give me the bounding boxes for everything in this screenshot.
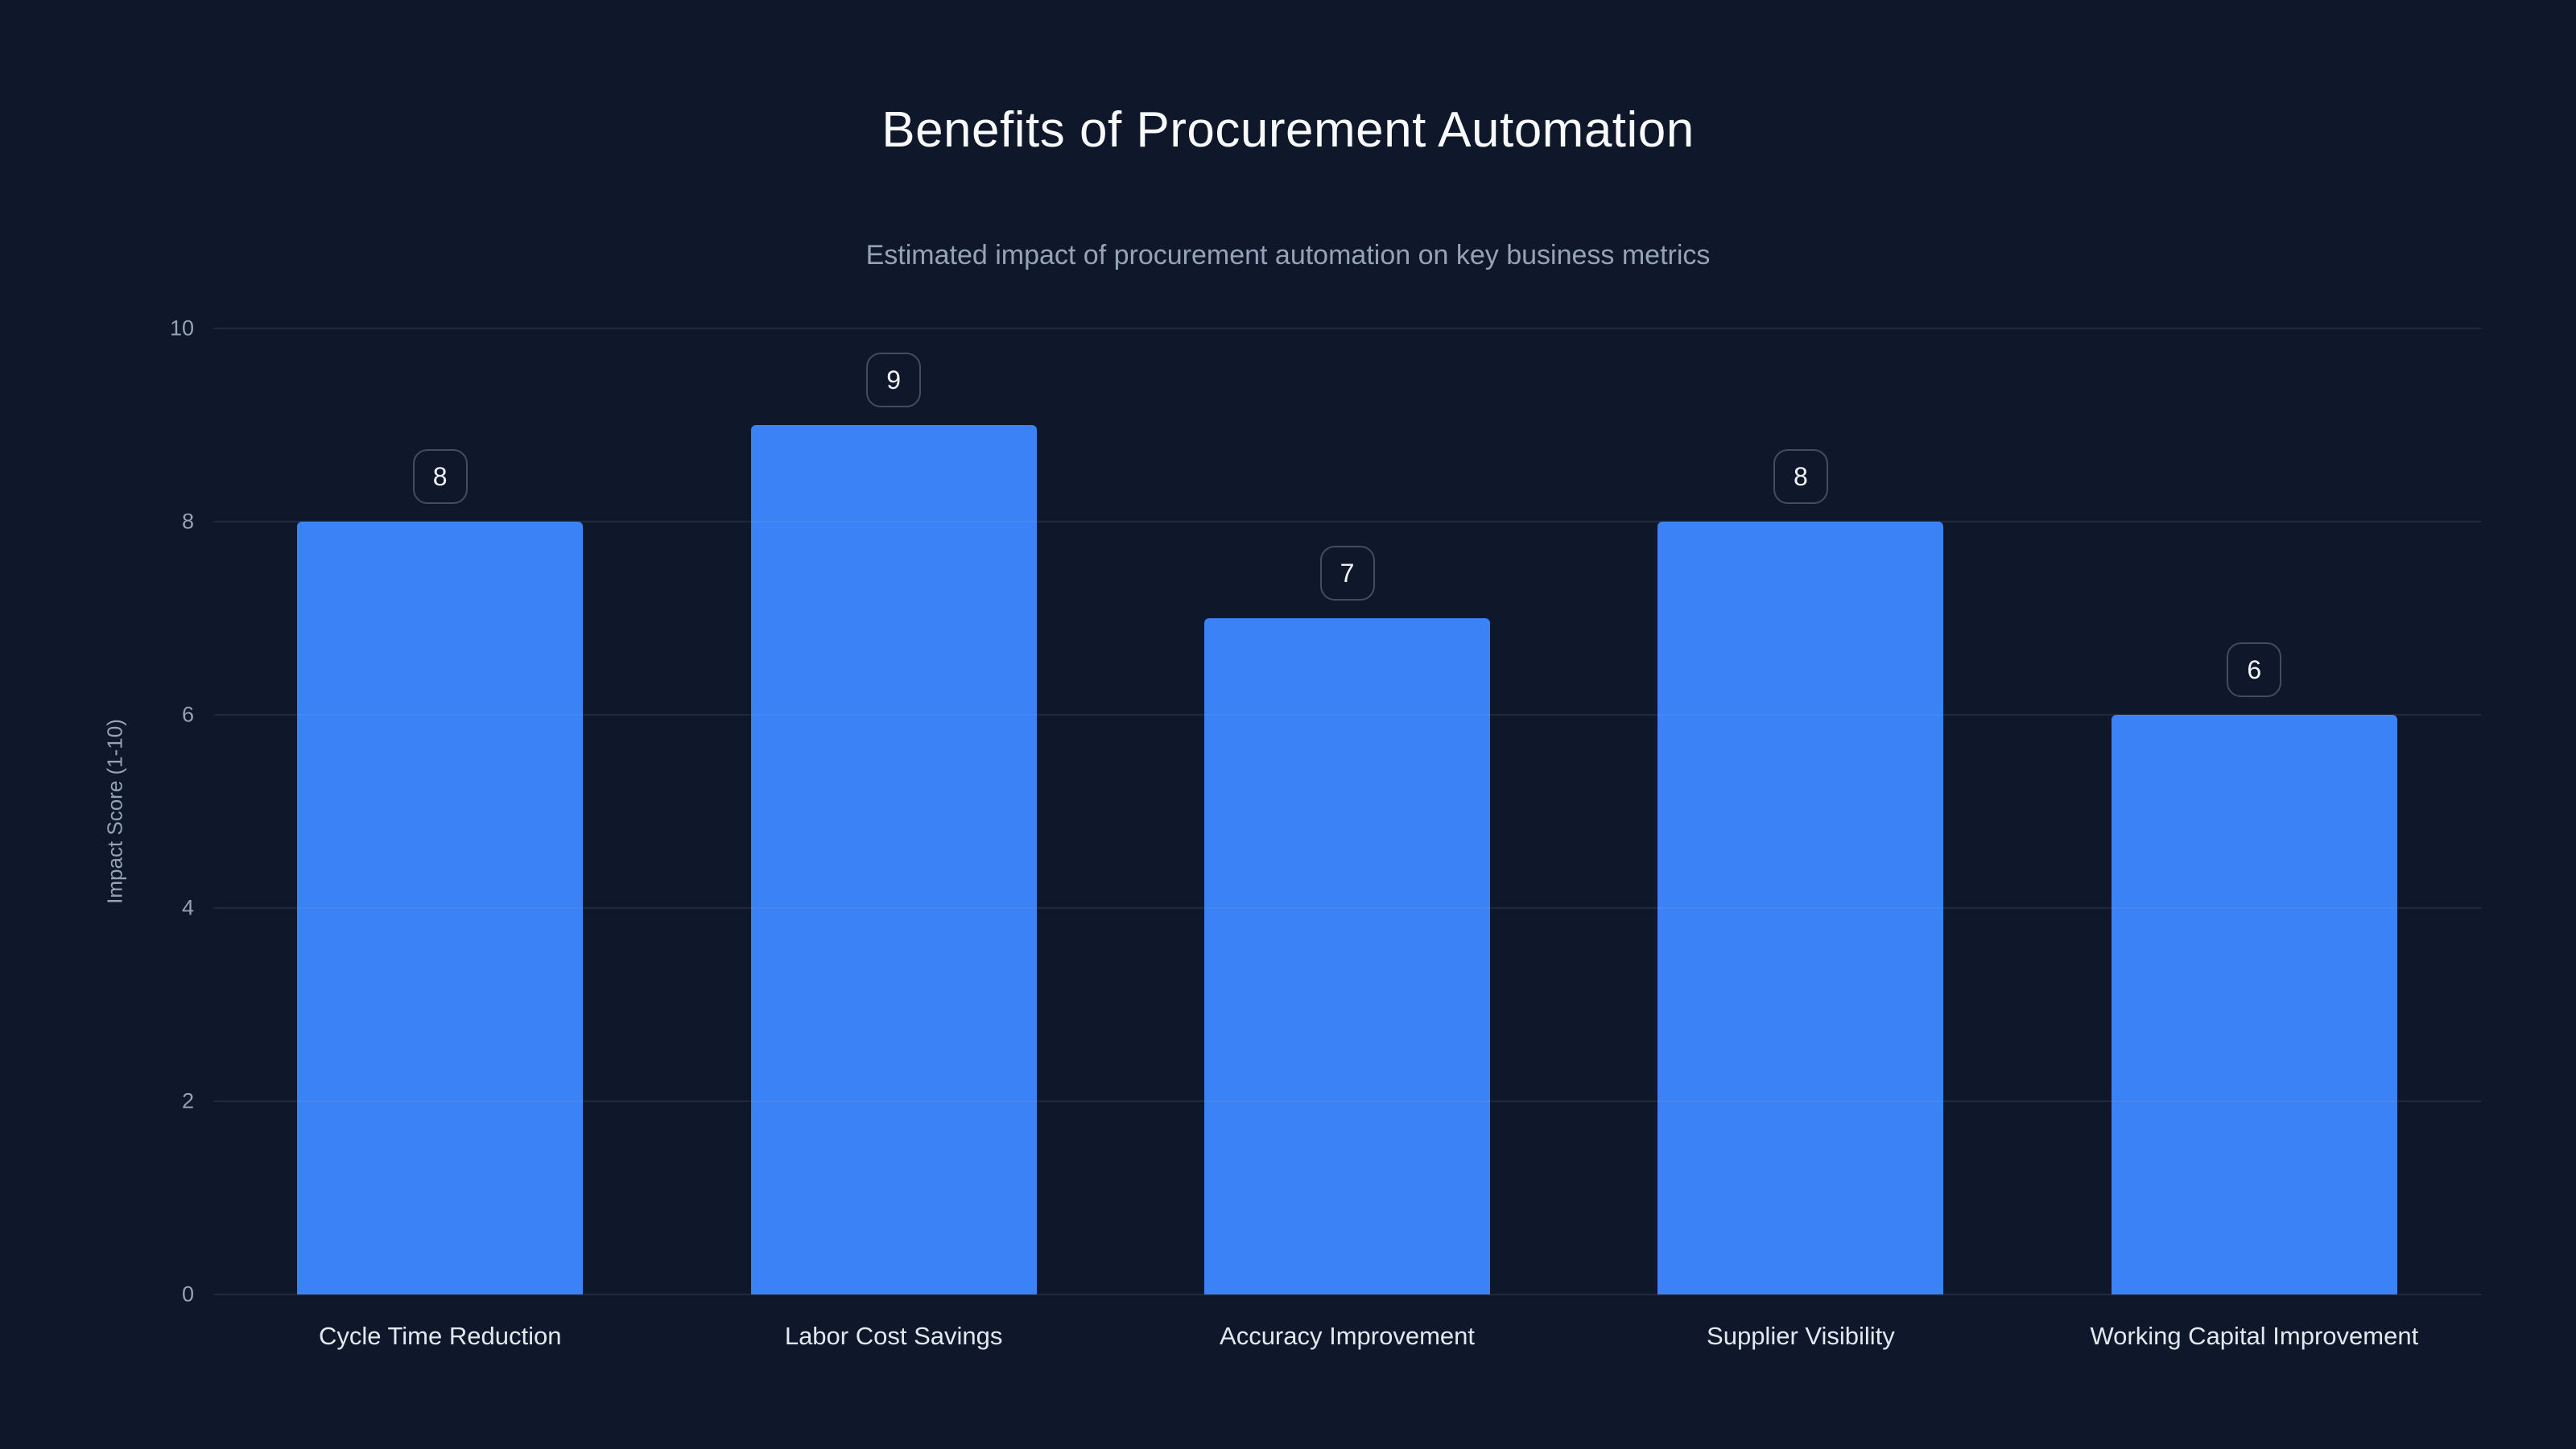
bar <box>1657 522 1944 1294</box>
bar-column: 6 <box>2028 328 2481 1294</box>
bar <box>750 425 1037 1294</box>
plot-area: 8 9 7 8 6 0 2 4 6 8 10 <box>170 316 2481 1307</box>
y-tick-label: 2 <box>181 1088 194 1113</box>
y-tick-label: 4 <box>181 895 194 920</box>
bars-row: 8 9 7 8 6 <box>213 328 2481 1294</box>
bar-column: 9 <box>667 328 1120 1294</box>
y-tick-label: 6 <box>181 702 194 727</box>
gridline <box>213 714 2481 716</box>
bar-value-badge: 8 <box>412 449 468 504</box>
gridline <box>213 328 2481 329</box>
bar <box>297 522 584 1294</box>
bar-value-badge: 7 <box>1319 546 1375 601</box>
bar <box>2111 715 2397 1294</box>
bar-column: 8 <box>1574 328 2027 1294</box>
category-label: Accuracy Improvement <box>1220 1322 1476 1350</box>
bar-column: 8 <box>213 328 667 1294</box>
chart-subtitle: Estimated impact of procurement automati… <box>865 240 1711 270</box>
gridline <box>213 1100 2481 1102</box>
category-label: Supplier Visibility <box>1707 1322 1895 1350</box>
bar-value-badge: 8 <box>1773 449 1828 504</box>
bar-value-badge: 6 <box>2227 642 2282 697</box>
category-label: Cycle Time Reduction <box>318 1322 562 1350</box>
y-tick-label: 8 <box>181 509 194 534</box>
chart-title: Benefits of Procurement Automation <box>881 102 1695 158</box>
y-axis-title: Impact Score (1-10) <box>102 719 127 904</box>
gridline <box>213 907 2481 909</box>
bar-value-badge: 9 <box>866 353 922 407</box>
category-label: Labor Cost Savings <box>784 1322 1003 1350</box>
y-tick-label: 10 <box>169 316 194 341</box>
x-axis-labels: Cycle Time Reduction Labor Cost Savings Ac… <box>213 1322 2481 1351</box>
gridline <box>213 1294 2481 1295</box>
category-label: Working Capital Improvement <box>2090 1322 2419 1350</box>
gridline <box>213 521 2481 522</box>
y-tick-label: 0 <box>181 1282 194 1307</box>
bar <box>1204 618 1490 1294</box>
bar-column: 7 <box>1121 328 1574 1294</box>
